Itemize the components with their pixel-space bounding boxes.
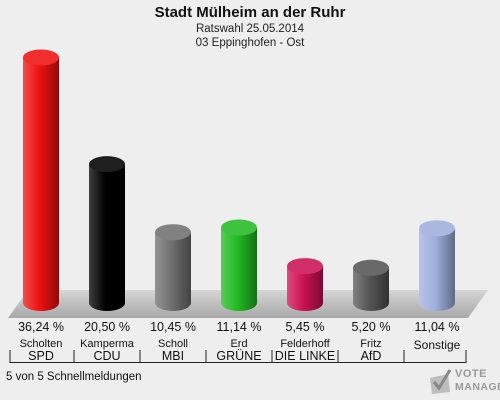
bar-spd: [23, 49, 59, 311]
party-label: Sonstige: [414, 338, 461, 352]
candidate-label: Erd: [230, 338, 247, 350]
chart-subtitle-date: Ratswahl 25.05.2014: [195, 23, 305, 35]
bar-sonstige: [419, 220, 455, 311]
party-label: DIE LINKE: [275, 349, 335, 363]
value-label: 11,14 %: [217, 320, 262, 334]
chart-subtitle-district: 03 Eppinghofen - Ost: [195, 37, 305, 49]
bar-mbi: [155, 224, 191, 311]
party-label: MBI: [162, 349, 184, 363]
party-label: SPD: [28, 349, 54, 363]
value-label: 11,04 %: [415, 320, 460, 334]
value-label: 20,50 %: [84, 320, 130, 334]
bar-afd: [353, 259, 389, 311]
party-label: CDU: [93, 349, 120, 363]
candidate-label: Kamperma: [80, 338, 135, 350]
value-label: 5,20 %: [352, 320, 391, 334]
candidate-labels-group: Scholten Kamperma Scholl Erd Felderhoff Fritz: [20, 338, 382, 350]
candidate-label: Scholten: [20, 338, 63, 350]
bar-grüne: [221, 219, 257, 311]
separators-group: [9, 350, 467, 363]
candidate-label: Felderhoff: [280, 338, 330, 350]
party-label: AfD: [361, 349, 382, 363]
value-label: 10,45 %: [150, 320, 196, 334]
candidate-label: Scholl: [158, 338, 188, 350]
party-label: GRÜNE: [216, 349, 261, 363]
bars-group: [23, 49, 455, 311]
logo-text-vote: VOTE: [455, 368, 487, 380]
logo-text-manager: MANAGER: [455, 381, 500, 393]
value-label: 36,24 %: [18, 320, 64, 334]
candidate-label: Fritz: [360, 338, 381, 350]
ballot-check-icon: [430, 369, 452, 394]
value-labels-group: 36,24 % 20,50 % 10,45 % 11,14 % 5,45 % 5,20 %…: [18, 320, 459, 334]
title-block: Stadt Mülheim an der Ruhr Ratswahl 25.05…: [0, 4, 500, 50]
bar-cdu: [89, 156, 125, 311]
party-labels-group: SPD CDU MBI GRÜNE DIE LINKE AfD Sonstige: [28, 338, 461, 363]
votemanager-logo: VOTE MANAGER: [428, 366, 500, 398]
chart-title: Stadt Mülheim an der Ruhr: [154, 4, 346, 21]
value-label: 5,45 %: [286, 320, 325, 334]
bar-die-linke: [287, 258, 323, 311]
footer-note: 5 von 5 Schnellmeldungen: [6, 371, 142, 383]
